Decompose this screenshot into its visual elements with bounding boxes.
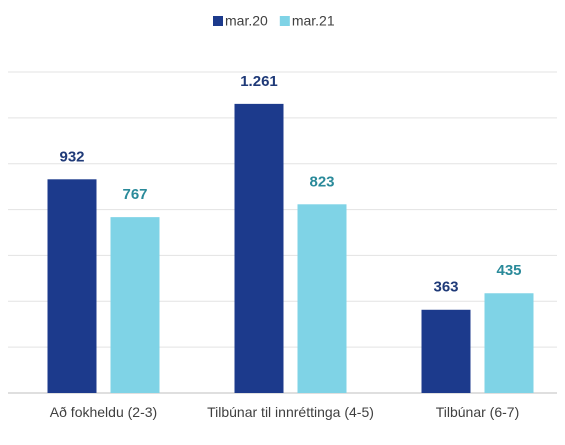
bar (421, 309, 471, 393)
bar (484, 293, 534, 393)
bar (234, 103, 284, 393)
x-tick-label: Að fokheldu (2-3) (49, 404, 158, 420)
data-label: 1.261 (240, 73, 278, 90)
x-tick-label: Tilbúnar (6-7) (435, 404, 520, 420)
legend-label: mar.21 (292, 13, 335, 29)
x-tick-label: Tilbúnar til innréttinga (4-5) (207, 404, 374, 420)
data-label: 363 (433, 279, 458, 296)
legend-label: mar.20 (225, 13, 268, 29)
legend-swatch (213, 16, 223, 26)
bar (110, 217, 160, 393)
data-label: 435 (496, 262, 521, 279)
data-label: 823 (309, 173, 334, 190)
bar (297, 204, 347, 393)
bar (47, 179, 97, 393)
data-label: 932 (59, 148, 84, 165)
legend-swatch (279, 16, 290, 26)
data-label: 767 (122, 186, 147, 203)
